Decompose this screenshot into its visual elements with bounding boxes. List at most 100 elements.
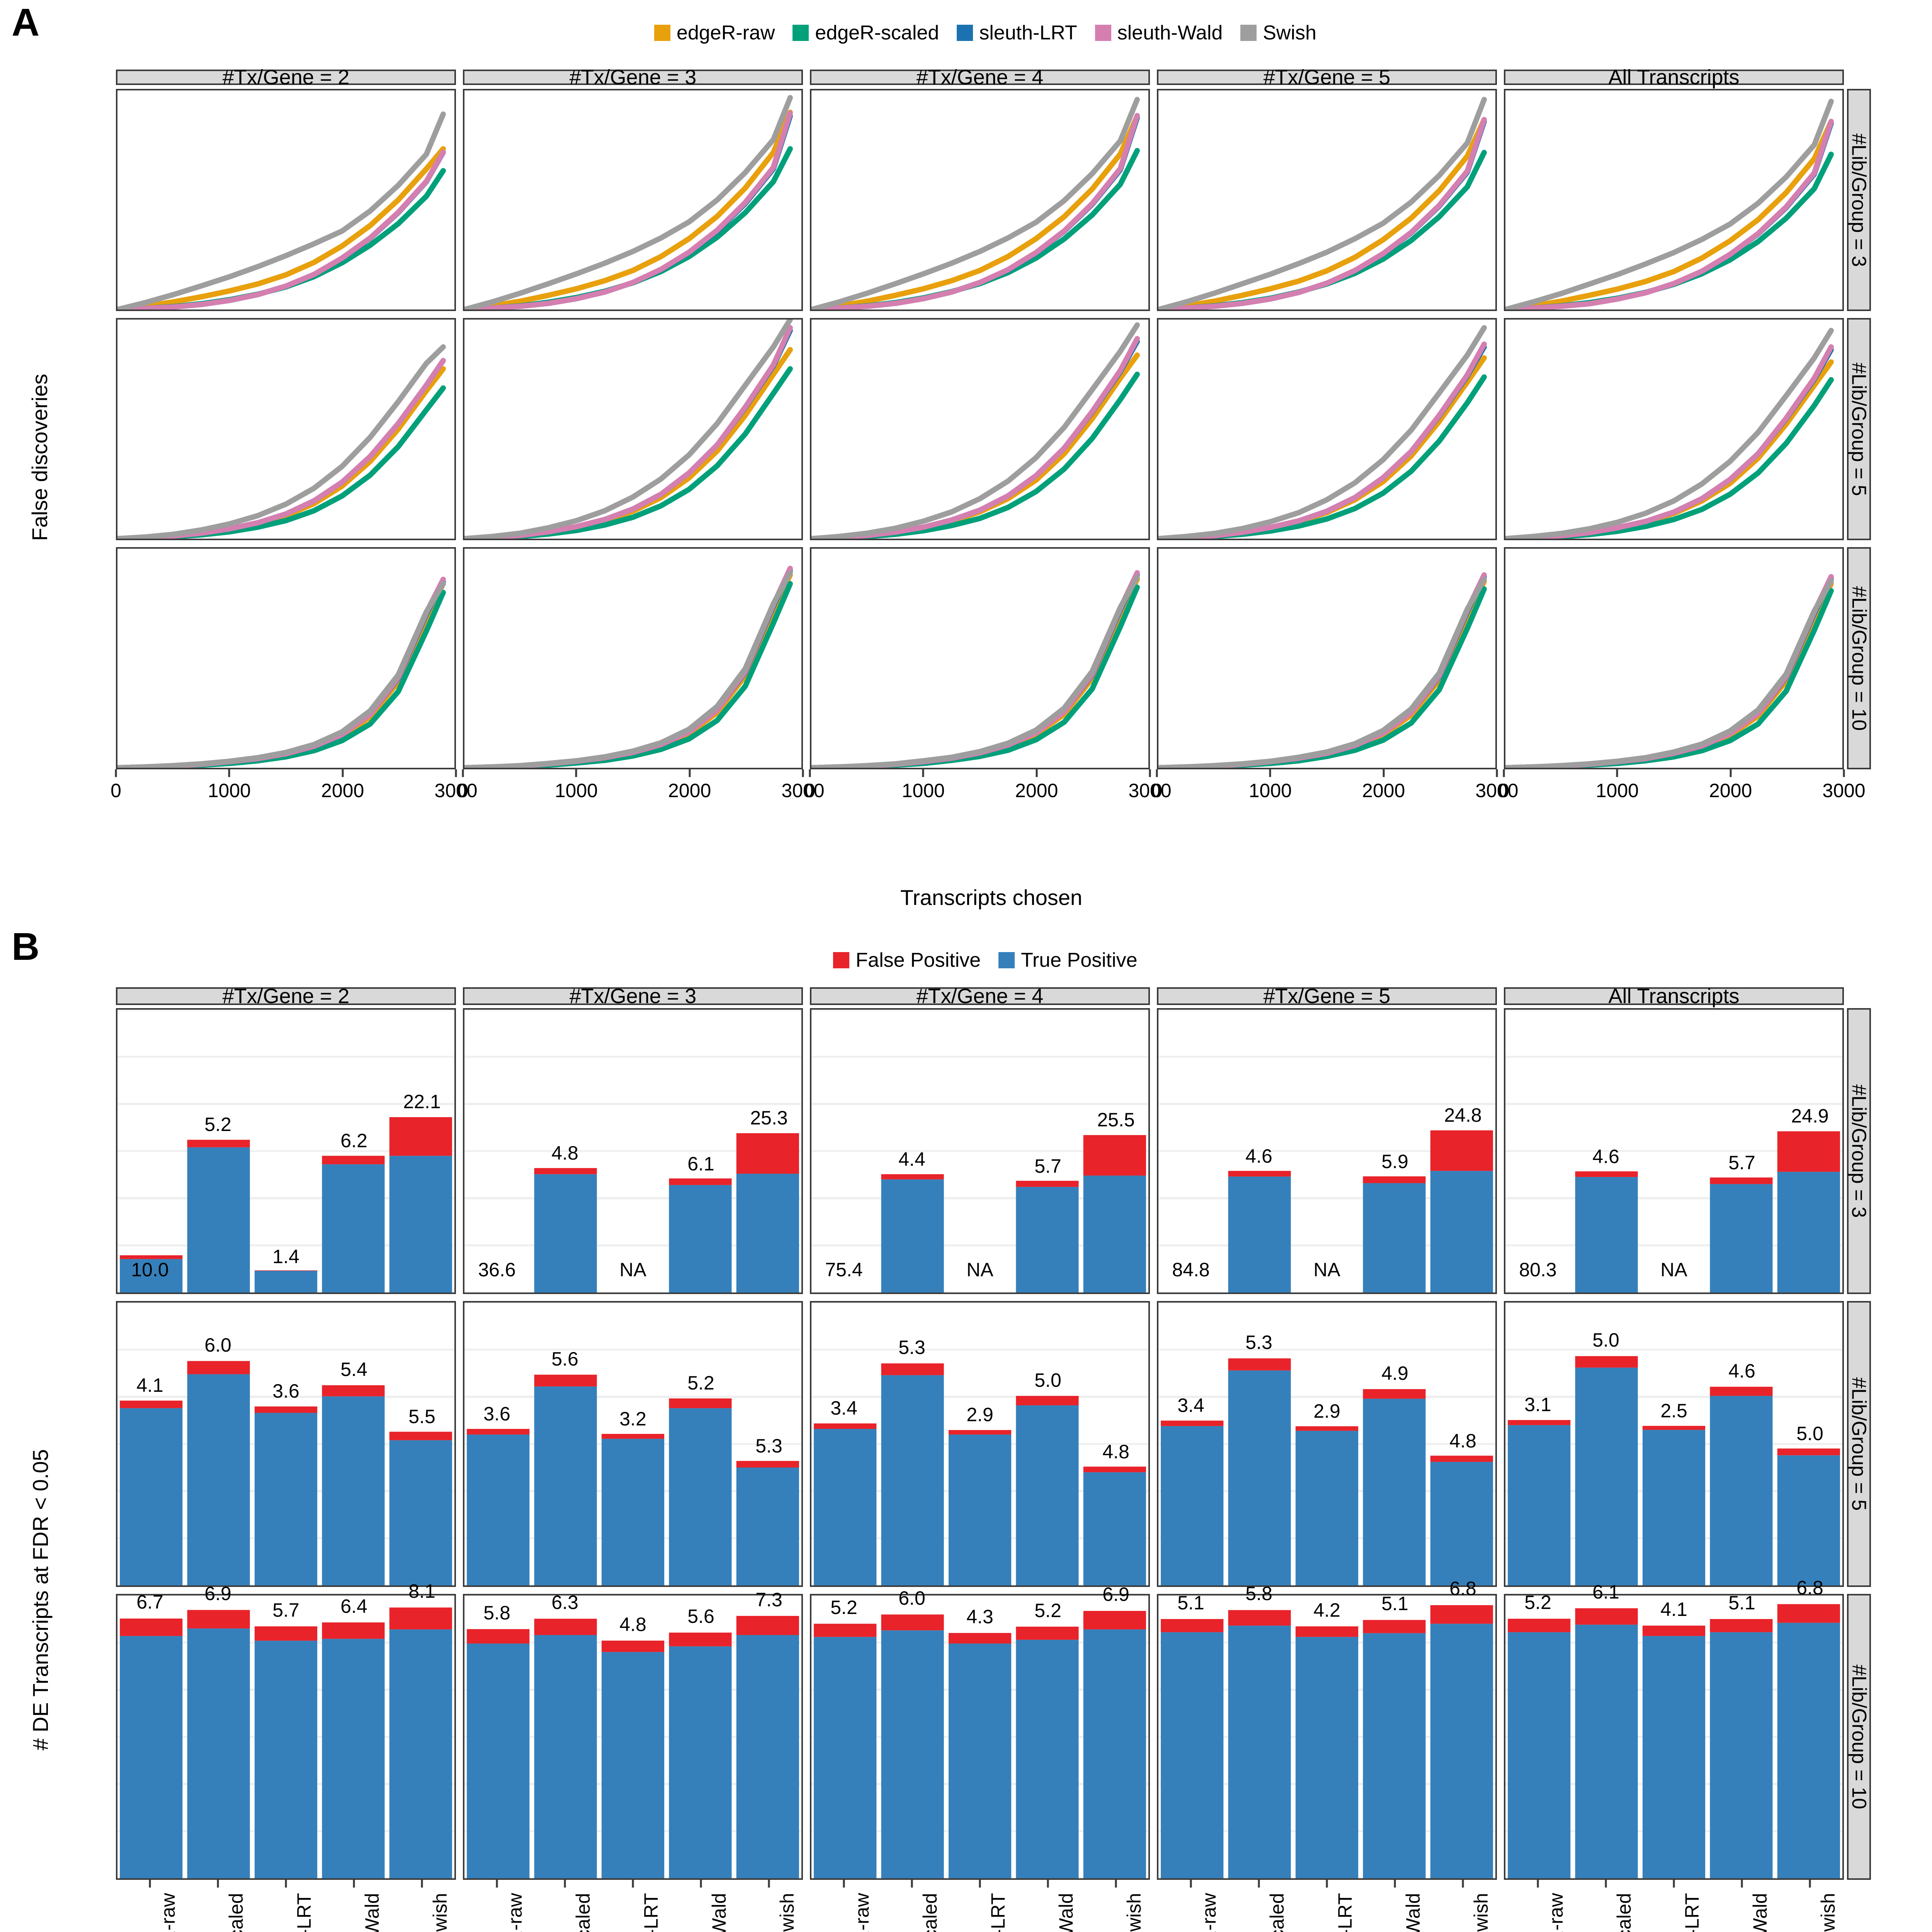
facet-row-header: #Lib/Group = 3 bbox=[1847, 1008, 1871, 1294]
series-line bbox=[1158, 121, 1484, 310]
bar-false-positive bbox=[736, 1461, 799, 1468]
plot-cell bbox=[1504, 1301, 1844, 1587]
facet-col-header: #Tx/Gene = 4 bbox=[810, 985, 1150, 1008]
bar-true-positive bbox=[881, 1179, 944, 1293]
bar-true-positive bbox=[322, 1396, 385, 1585]
x-tick-mark bbox=[1605, 1880, 1607, 1888]
bar-value-label: 1.4 bbox=[272, 1246, 299, 1268]
bar-true-positive bbox=[1777, 1172, 1840, 1293]
bar-false-positive bbox=[669, 1178, 732, 1185]
facet-row-label: #Lib/Group = 5 bbox=[1848, 1377, 1870, 1511]
x-tick-label: 3000 bbox=[434, 780, 478, 801]
series-line bbox=[1158, 120, 1484, 310]
bar-value-label: 5.7 bbox=[1728, 1152, 1755, 1174]
series-line bbox=[811, 116, 1137, 310]
bar-value-label: 5.3 bbox=[755, 1435, 782, 1457]
bar-value-label: 22.1 bbox=[403, 1091, 441, 1113]
bar-false-positive bbox=[187, 1361, 250, 1374]
bar-false-positive bbox=[1295, 1426, 1359, 1431]
x-tick-label: Swish bbox=[429, 1893, 451, 1932]
bar-false-positive bbox=[669, 1398, 732, 1408]
plot-cell bbox=[810, 1594, 1150, 1880]
bar-value-label: NA bbox=[966, 1259, 993, 1281]
facet-row-header: #Lib/Group = 10 bbox=[1847, 1594, 1871, 1880]
bar-value-label: 5.0 bbox=[1034, 1369, 1061, 1391]
bar-false-positive bbox=[1083, 1611, 1146, 1629]
x-tick-label: 2000 bbox=[321, 780, 364, 801]
bar-value-label: 84.8 bbox=[1172, 1259, 1210, 1281]
bar-true-positive bbox=[1508, 1632, 1571, 1878]
bar-value-label: 4.6 bbox=[1592, 1146, 1619, 1168]
bar-true-positive bbox=[187, 1374, 250, 1585]
bar-true-positive bbox=[1430, 1624, 1493, 1878]
bar-true-positive bbox=[1363, 1633, 1426, 1878]
x-tick-label: edgeR-raw bbox=[504, 1893, 526, 1932]
plot-cell bbox=[810, 1301, 1150, 1587]
facet-row-header: #Lib/Group = 5 bbox=[1847, 1301, 1871, 1587]
series-line bbox=[464, 112, 790, 310]
x-tick-mark bbox=[809, 769, 811, 777]
facet-row-label: #Lib/Group = 10 bbox=[1848, 586, 1871, 731]
bar-true-positive bbox=[1710, 1396, 1773, 1585]
x-tick-mark bbox=[1258, 1880, 1260, 1888]
x-tick-mark bbox=[1326, 1880, 1328, 1888]
x-tick-mark bbox=[496, 1880, 498, 1888]
facet-row-header: #Lib/Group = 3 bbox=[1847, 89, 1871, 311]
bar-true-positive bbox=[1508, 1425, 1571, 1585]
bar-true-positive bbox=[1016, 1187, 1079, 1293]
legend-item: sleuth-LRT bbox=[957, 23, 1077, 43]
bar-false-positive bbox=[534, 1374, 597, 1387]
series-line bbox=[811, 116, 1137, 310]
bar-true-positive bbox=[1430, 1171, 1493, 1293]
bar-value-label: 6.0 bbox=[204, 1334, 231, 1356]
x-tick-label: sleuth-LRT bbox=[987, 1893, 1009, 1932]
plot-cell bbox=[463, 547, 803, 769]
legend-label: edgeR-raw bbox=[677, 22, 775, 44]
bar-value-label: 4.2 bbox=[1313, 1599, 1340, 1621]
bar-false-positive bbox=[1710, 1619, 1773, 1633]
bar-true-positive bbox=[669, 1185, 732, 1293]
bar-false-positive bbox=[534, 1619, 597, 1635]
bar-false-positive bbox=[322, 1622, 385, 1639]
series-line bbox=[811, 577, 1137, 768]
bar-true-positive bbox=[534, 1174, 597, 1293]
facet-row-label: #Lib/Group = 5 bbox=[1848, 362, 1870, 496]
bar-false-positive bbox=[1508, 1420, 1571, 1425]
legend-item: True Positive bbox=[998, 950, 1138, 970]
x-tick-label: Swish bbox=[1817, 1893, 1839, 1932]
x-tick-mark bbox=[632, 1880, 634, 1888]
bar-true-positive bbox=[1710, 1184, 1773, 1293]
series-line bbox=[464, 568, 790, 768]
bar-true-positive bbox=[881, 1375, 944, 1585]
x-tick-label: edgeR-scaled bbox=[919, 1893, 941, 1932]
facet-row-label: #Lib/Group = 3 bbox=[1848, 1084, 1870, 1218]
bar-true-positive bbox=[669, 1646, 732, 1878]
bar-value-label: 4.8 bbox=[1449, 1430, 1476, 1452]
legend-label: edgeR-scaled bbox=[815, 22, 939, 44]
bar-value-label: 2.5 bbox=[1660, 1400, 1687, 1422]
bar-value-label: 5.2 bbox=[687, 1372, 714, 1394]
x-tick-label: 0 bbox=[1498, 780, 1509, 801]
bar-true-positive bbox=[1575, 1177, 1638, 1293]
bar-value-label: 24.9 bbox=[1791, 1105, 1829, 1127]
bar-true-positive bbox=[254, 1413, 318, 1585]
legend-swatch-icon bbox=[1240, 25, 1257, 41]
plot-cell bbox=[1504, 318, 1844, 540]
bar-false-positive bbox=[814, 1624, 877, 1637]
bar-false-positive bbox=[1575, 1171, 1638, 1177]
bar-false-positive bbox=[1295, 1626, 1359, 1637]
bar-true-positive bbox=[254, 1641, 318, 1878]
bar-false-positive bbox=[254, 1406, 318, 1413]
plot-cell bbox=[116, 318, 456, 540]
bar-false-positive bbox=[120, 1400, 183, 1408]
facet-col-header: #Tx/Gene = 3 bbox=[463, 66, 803, 89]
x-tick-mark bbox=[1190, 1880, 1192, 1888]
bar-value-label: 6.8 bbox=[1449, 1578, 1476, 1600]
panel-letter-a: A bbox=[12, 1, 40, 44]
panel-a-ylabel: False discoveries bbox=[27, 374, 52, 541]
bar-true-positive bbox=[1363, 1398, 1426, 1585]
x-tick-mark bbox=[1503, 769, 1505, 777]
series-line bbox=[1158, 100, 1484, 310]
x-tick-mark bbox=[1741, 1880, 1743, 1888]
bar-value-label: 6.1 bbox=[1592, 1581, 1619, 1603]
